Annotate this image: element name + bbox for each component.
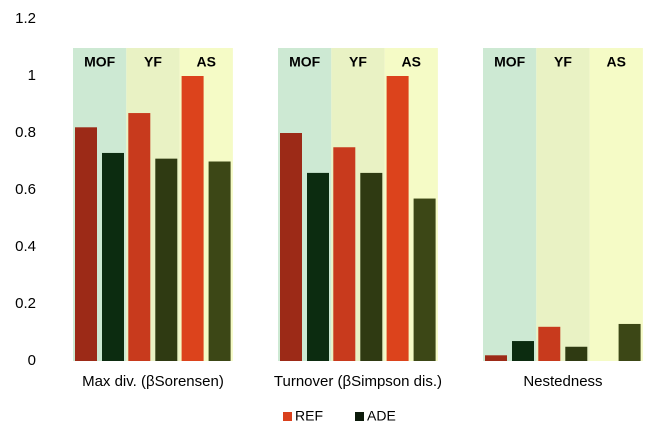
legend-label: ADE <box>367 408 396 424</box>
legend-swatch <box>283 412 292 421</box>
x-group-label: Max div. (βSorensen) <box>82 373 224 390</box>
legend-label: REF <box>295 408 323 424</box>
bar <box>102 152 124 361</box>
bar <box>485 355 507 361</box>
y-tick-label: 0.2 <box>15 295 36 312</box>
x-group-label: Turnover (βSimpson dis.) <box>274 373 442 390</box>
y-tick-label: 1.2 <box>15 10 36 27</box>
y-tick-label: 0.4 <box>15 238 36 255</box>
y-tick-label: 0 <box>28 352 36 369</box>
bar <box>333 147 356 361</box>
subgroup-panel <box>483 48 537 361</box>
bar <box>181 76 204 361</box>
subgroup-label: MOF <box>494 54 526 70</box>
bar <box>155 158 178 361</box>
bar <box>565 346 588 361</box>
subgroup-panel <box>589 48 643 361</box>
x-group-label: Nestedness <box>523 373 602 390</box>
bar <box>618 323 641 361</box>
subgroup-label: MOF <box>84 54 116 70</box>
bar <box>360 172 383 361</box>
bar <box>208 161 231 361</box>
subgroup-label: YF <box>144 54 162 70</box>
subgroup-label: AS <box>402 54 421 70</box>
bar <box>307 172 329 361</box>
y-tick-label: 0.6 <box>15 181 36 198</box>
bar <box>512 341 534 361</box>
bar <box>413 198 436 361</box>
subgroup-panel <box>536 48 590 361</box>
bar <box>538 326 561 361</box>
bar <box>386 76 409 361</box>
subgroup-label: AS <box>607 54 626 70</box>
subgroup-label: YF <box>554 54 572 70</box>
y-tick-label: 1 <box>28 67 36 84</box>
y-tick-label: 0.8 <box>15 124 36 141</box>
legend-swatch <box>355 412 364 421</box>
subgroup-label: AS <box>197 54 216 70</box>
bar <box>280 133 302 361</box>
subgroup-label: MOF <box>289 54 321 70</box>
bar <box>128 113 151 361</box>
subgroup-label: YF <box>349 54 367 70</box>
bar <box>75 127 97 361</box>
